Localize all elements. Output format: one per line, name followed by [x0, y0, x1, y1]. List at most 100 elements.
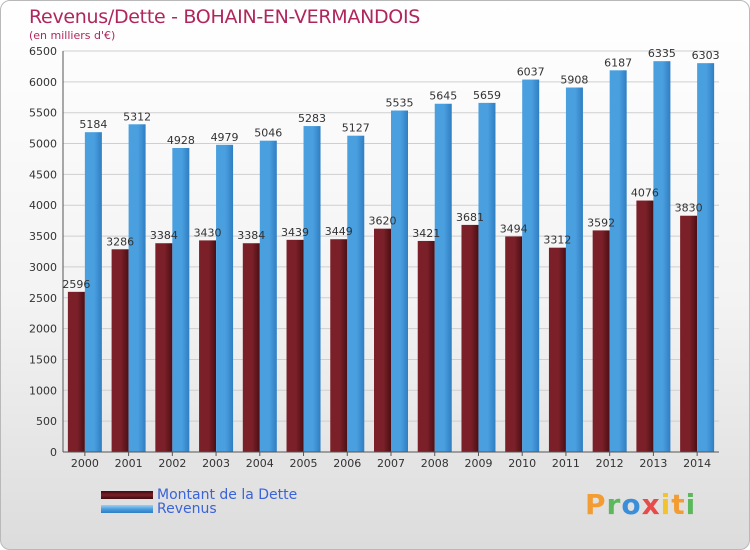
logo-letter: r: [606, 488, 622, 521]
x-tick-label: 2001: [115, 457, 143, 470]
bar-debt: [199, 240, 217, 452]
legend-swatch-debt: [101, 491, 153, 499]
data-label-revenue: 6335: [648, 47, 676, 60]
bar-revenue: [609, 70, 627, 452]
x-tick-label: 2012: [596, 457, 624, 470]
bar-revenue: [478, 102, 496, 452]
legend-label-revenue: Revenus: [157, 501, 217, 517]
y-tick-label: 2500: [29, 292, 57, 305]
y-tick-label: 6000: [29, 76, 57, 89]
bar-debt: [636, 200, 654, 452]
x-tick-label: 2003: [202, 457, 230, 470]
data-label-debt: 3384: [237, 229, 265, 242]
y-tick-label: 3000: [29, 261, 57, 274]
bar-debt: [67, 291, 85, 452]
chart-title: Revenus/Dette - BOHAIN-EN-VERMANDOIS: [29, 6, 421, 28]
bar-debt: [155, 243, 173, 452]
data-label-debt: 3286: [106, 235, 134, 248]
legend-item-revenue: Revenus: [101, 501, 217, 517]
legend-swatch-revenue: [101, 505, 153, 513]
data-label-debt: 3421: [412, 227, 440, 240]
bar-revenue: [128, 124, 146, 452]
bar-revenue: [565, 87, 583, 452]
data-label-debt: 3384: [150, 229, 178, 242]
logo-letter: t: [671, 488, 686, 521]
bars: [67, 61, 715, 453]
bar-revenue: [303, 126, 321, 453]
bar-revenue: [84, 132, 102, 452]
chart-subtitle: (en milliers d'€): [29, 29, 116, 42]
bar-debt: [680, 215, 698, 452]
data-label-revenue: 4928: [167, 134, 195, 147]
bar-debt: [461, 224, 479, 452]
data-label-revenue: 6303: [692, 49, 720, 62]
y-tick-label: 0: [50, 446, 57, 459]
bar-debt: [374, 228, 391, 452]
data-label-debt: 3449: [325, 225, 353, 238]
x-tick-label: 2005: [290, 457, 318, 470]
data-label-revenue: 5645: [429, 90, 457, 103]
data-label-revenue: 5312: [123, 110, 151, 123]
y-tick-label: 3500: [29, 230, 57, 243]
x-tick-label: 2006: [333, 457, 361, 470]
data-label-revenue: 6037: [517, 66, 545, 79]
data-label-debt: 3430: [194, 226, 222, 239]
legend-label-debt: Montant de la Dette: [157, 487, 298, 503]
x-tick-label: 2007: [377, 457, 405, 470]
bar-revenue: [172, 147, 190, 453]
proxiti-logo: Proxiti: [585, 488, 696, 521]
bar-revenue: [259, 140, 277, 452]
logo-letter: o: [621, 488, 642, 521]
y-tick-label: 5000: [29, 138, 57, 151]
bar-debt: [592, 230, 610, 452]
logo-letter: i: [660, 488, 672, 521]
data-label-debt: 3681: [456, 211, 484, 224]
x-tick-label: 2000: [71, 457, 99, 470]
x-tick-label: 2010: [508, 457, 536, 470]
bar-debt: [111, 249, 129, 452]
y-tick-label: 1500: [29, 353, 57, 366]
x-tick-label: 2004: [246, 457, 274, 470]
bar-revenue: [216, 144, 234, 453]
bar-debt: [505, 236, 523, 452]
bar-revenue: [697, 63, 715, 453]
bar-debt: [286, 239, 304, 452]
logo-letter: P: [585, 488, 607, 521]
x-tick-label: 2009: [464, 457, 492, 470]
y-tick-label: 4000: [29, 199, 57, 212]
data-label-debt: 3439: [281, 226, 309, 239]
data-label-debt: 3312: [543, 234, 571, 247]
data-label-revenue: 6187: [604, 56, 632, 69]
y-tick-label: 6500: [29, 45, 57, 58]
bar-revenue: [653, 61, 671, 452]
data-label-debt: 4076: [631, 187, 659, 200]
bar-revenue: [522, 79, 540, 452]
logo-letter: i: [685, 488, 697, 521]
data-label-revenue: 5184: [79, 118, 107, 131]
data-label-debt: 2596: [62, 278, 90, 291]
y-tick-label: 5500: [29, 107, 57, 120]
data-label-revenue: 5127: [342, 122, 370, 135]
data-label-revenue: 5659: [473, 89, 501, 102]
x-tick-label: 2013: [639, 457, 667, 470]
x-tick-label: 2008: [421, 457, 449, 470]
legend-item-debt: Montant de la Dette: [101, 487, 297, 503]
data-label-debt: 3592: [587, 216, 615, 229]
y-tick-label: 500: [36, 415, 57, 428]
data-label-revenue: 5535: [386, 97, 414, 110]
data-label-revenue: 5283: [298, 112, 326, 125]
bar-debt: [548, 247, 566, 452]
y-tick-label: 1000: [29, 384, 57, 397]
data-label-debt: 3494: [500, 222, 528, 235]
data-labels: 2596 5184 3286 5312 3384 4928 3430 4979 3384 5046…: [62, 47, 719, 291]
bar-debt: [242, 243, 260, 452]
bar-revenue: [434, 103, 452, 453]
bar-debt: [330, 239, 348, 452]
bar-revenue: [347, 135, 365, 452]
data-label-debt: 3830: [675, 202, 703, 215]
x-tick-label: 2002: [158, 457, 186, 470]
bar-revenue: [391, 110, 408, 452]
logo-letter: x: [641, 488, 661, 521]
